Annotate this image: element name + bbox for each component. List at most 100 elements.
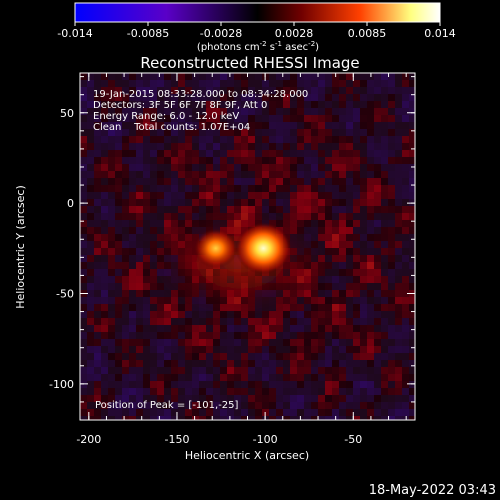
noise-cell [248,136,255,143]
noise-cell [157,157,164,164]
noise-cell [346,409,353,416]
noise-cell [129,157,136,164]
noise-cell [164,297,171,304]
noise-cell [381,395,388,402]
noise-cell [276,94,283,101]
noise-cell [339,255,346,262]
noise-cell [185,129,192,136]
noise-cell [136,283,143,290]
noise-cell [150,157,157,164]
noise-cell [395,290,402,297]
noise-cell [101,192,108,199]
noise-cell [409,220,415,227]
noise-cell [297,206,304,213]
noise-cell [262,339,269,346]
noise-cell [150,171,157,178]
noise-cell [374,248,381,255]
noise-cell [402,353,409,360]
noise-cell [402,157,409,164]
noise-cell [94,332,101,339]
noise-cell [129,367,136,374]
noise-cell [87,94,94,101]
noise-cell [108,318,115,325]
noise-cell [353,248,360,255]
noise-cell [241,136,248,143]
noise-cell [388,353,395,360]
noise-cell [241,374,248,381]
noise-cell [185,409,192,416]
noise-cell [402,367,409,374]
noise-cell [199,332,206,339]
noise-cell [283,171,290,178]
noise-cell [395,94,402,101]
noise-cell [94,185,101,192]
noise-cell [381,297,388,304]
noise-cell [311,171,318,178]
noise-cell [101,339,108,346]
noise-cell [129,73,136,80]
noise-cell [388,185,395,192]
noise-cell [213,136,220,143]
noise-cell [248,73,255,80]
noise-cell [171,395,178,402]
noise-cell [276,192,283,199]
noise-cell [360,297,367,304]
noise-cell [402,276,409,283]
noise-cell [409,416,415,420]
noise-cell [325,290,332,297]
noise-cell [332,248,339,255]
noise-cell [353,227,360,234]
noise-cell [157,395,164,402]
noise-cell [297,129,304,136]
noise-cell [388,255,395,262]
noise-cell [192,353,199,360]
noise-cell [262,325,269,332]
noise-cell [101,283,108,290]
noise-cell [388,136,395,143]
noise-cell [94,87,101,94]
noise-cell [402,381,409,388]
noise-cell [164,353,171,360]
noise-cell [164,409,171,416]
noise-cell [381,80,388,87]
noise-cell [339,416,346,420]
noise-cell [129,360,136,367]
noise-cell [381,199,388,206]
noise-cell [290,136,297,143]
noise-cell [101,416,108,420]
noise-cell [80,311,87,318]
noise-cell [157,164,164,171]
noise-cell [388,220,395,227]
noise-cell [80,87,87,94]
noise-cell [80,157,87,164]
noise-cell [255,353,262,360]
noise-cell [346,206,353,213]
noise-cell [339,94,346,101]
noise-cell [346,213,353,220]
noise-cell [325,374,332,381]
noise-cell [304,402,311,409]
noise-cell [101,206,108,213]
noise-cell [402,80,409,87]
noise-cell [353,388,360,395]
noise-cell [143,220,150,227]
noise-cell [199,157,206,164]
noise-cell [80,416,87,420]
noise-cell [80,129,87,136]
noise-cell [255,129,262,136]
noise-cell [136,192,143,199]
noise-cell [339,122,346,129]
noise-cell [171,325,178,332]
noise-cell [283,332,290,339]
noise-cell [297,311,304,318]
noise-cell [192,360,199,367]
noise-cell [283,136,290,143]
noise-cell [94,73,101,80]
noise-cell [234,157,241,164]
noise-cell [87,388,94,395]
noise-cell [241,395,248,402]
noise-cell [311,220,318,227]
noise-cell [290,108,297,115]
noise-cell [115,346,122,353]
noise-cell [325,185,332,192]
